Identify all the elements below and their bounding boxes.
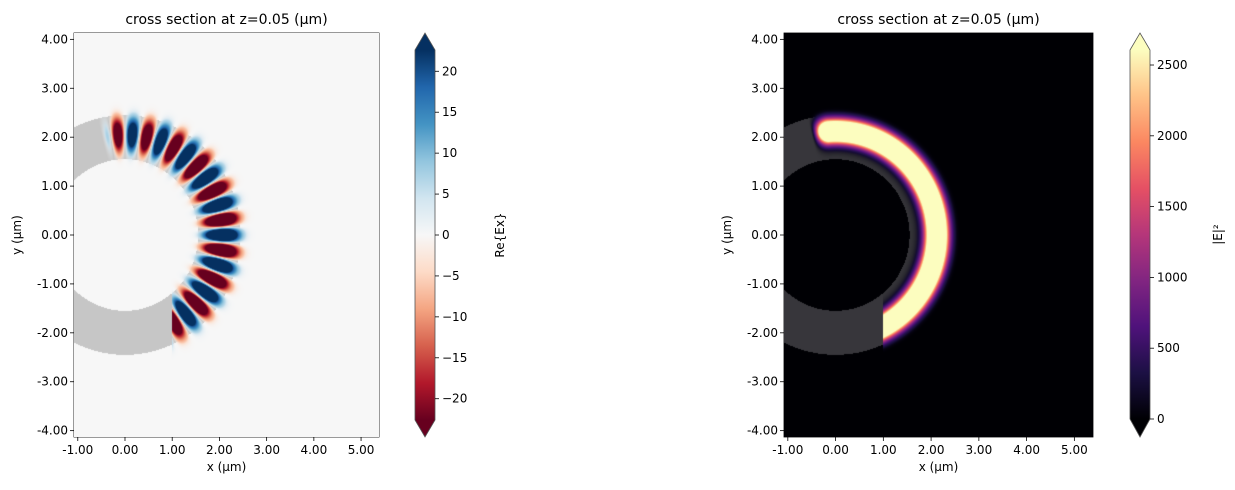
x-tick-label: -1.00 <box>62 443 93 457</box>
x-tick-label: -1.00 <box>772 443 803 457</box>
colorbar-fill <box>415 50 435 420</box>
colorbar-label: |E|² <box>1211 224 1225 245</box>
plot-title: cross section at z=0.05 (µm) <box>837 12 1039 28</box>
colorbar-tick-label: −20 <box>442 392 467 406</box>
x-tick-label: 2.00 <box>918 443 945 457</box>
colorbar-tick-label: 0 <box>442 228 450 242</box>
x-axis-label: x (µm) <box>919 460 959 474</box>
y-tick-label: -2.00 <box>747 326 778 340</box>
y-tick-label: -4.00 <box>747 424 778 438</box>
colorbar-tick-label: 5 <box>442 187 450 201</box>
colorbar-tick-label: 1500 <box>1157 200 1188 214</box>
y-tick-label: 1.00 <box>41 179 68 193</box>
x-tick-label: 5.00 <box>348 443 375 457</box>
colorbar-tick-label: −15 <box>442 351 467 365</box>
x-tick-label: 1.00 <box>870 443 897 457</box>
y-axis-label: y (µm) <box>720 215 734 255</box>
colorbar-extend-min <box>1130 419 1150 437</box>
y-tick-label: 1.00 <box>751 179 778 193</box>
colorbar-tick-label: 15 <box>442 105 457 119</box>
colorbar-fill <box>1130 50 1150 419</box>
heatmap-1 <box>74 33 379 437</box>
y-tick-label: -3.00 <box>37 375 68 389</box>
x-tick-label: 4.00 <box>300 443 327 457</box>
colorbar-extend-min <box>415 420 435 437</box>
colorbar-extend-max <box>1130 33 1150 50</box>
plot-title: cross section at z=0.05 (µm) <box>125 12 327 28</box>
y-tick-label: -4.00 <box>37 424 68 438</box>
x-tick-label: 1.00 <box>159 443 186 457</box>
plot-panel-2: cross section at z=0.05 (µm) -1.00 0.00 1.0… <box>720 12 1225 474</box>
colorbar: 20 15 10 5 0 −5 −10 −15 −20 Re{Ex} <box>414 32 507 438</box>
colorbar-tick-label: −10 <box>442 310 467 324</box>
x-axis-label: x (µm) <box>207 460 247 474</box>
heatmap-2 <box>784 33 1093 437</box>
colorbar-outline <box>1129 32 1151 438</box>
colorbar-tick-label: 2500 <box>1157 58 1188 72</box>
y-tick-label: 2.00 <box>41 130 68 144</box>
colorbar-tick-label: −5 <box>442 269 460 283</box>
y-axis-label: y (µm) <box>10 215 24 255</box>
y-tick-label: -1.00 <box>747 277 778 291</box>
y-tick-label: 4.00 <box>41 32 68 46</box>
y-tick-label: 4.00 <box>751 32 778 46</box>
x-tick-label: 0.00 <box>112 443 139 457</box>
x-tick-label: 4.00 <box>1013 443 1040 457</box>
x-tick-label: 0.00 <box>822 443 849 457</box>
y-tick-label: -2.00 <box>37 326 68 340</box>
colorbar-tick-label: 0 <box>1157 412 1165 426</box>
plot-panel-1: cross section at z=0.05 (µm) -1.00 0.00 1.0… <box>10 12 507 474</box>
colorbar-outline <box>414 32 436 438</box>
colorbar-tick-label: 2000 <box>1157 129 1188 143</box>
y-tick-label: 3.00 <box>751 81 778 95</box>
x-tick-label: 5.00 <box>1061 443 1088 457</box>
y-tick-label: -3.00 <box>747 375 778 389</box>
x-tick-label: 3.00 <box>253 443 280 457</box>
colorbar-label: Re{Ex} <box>493 212 507 257</box>
colorbar-tick-label: 1000 <box>1157 270 1188 284</box>
y-tick-label: 0.00 <box>41 228 68 242</box>
colorbar: 2500 2000 1500 1000 500 0 |E|² <box>1129 32 1225 438</box>
colorbar-extend-max <box>415 33 435 50</box>
x-tick-label: 2.00 <box>206 443 233 457</box>
x-tick-label: 3.00 <box>965 443 992 457</box>
y-tick-label: -1.00 <box>37 277 68 291</box>
colorbar-tick-label: 10 <box>442 146 457 160</box>
y-tick-label: 0.00 <box>751 228 778 242</box>
y-tick-label: 2.00 <box>751 130 778 144</box>
y-tick-label: 3.00 <box>41 81 68 95</box>
colorbar-tick-label: 20 <box>442 64 457 78</box>
colorbar-tick-label: 500 <box>1157 341 1180 355</box>
